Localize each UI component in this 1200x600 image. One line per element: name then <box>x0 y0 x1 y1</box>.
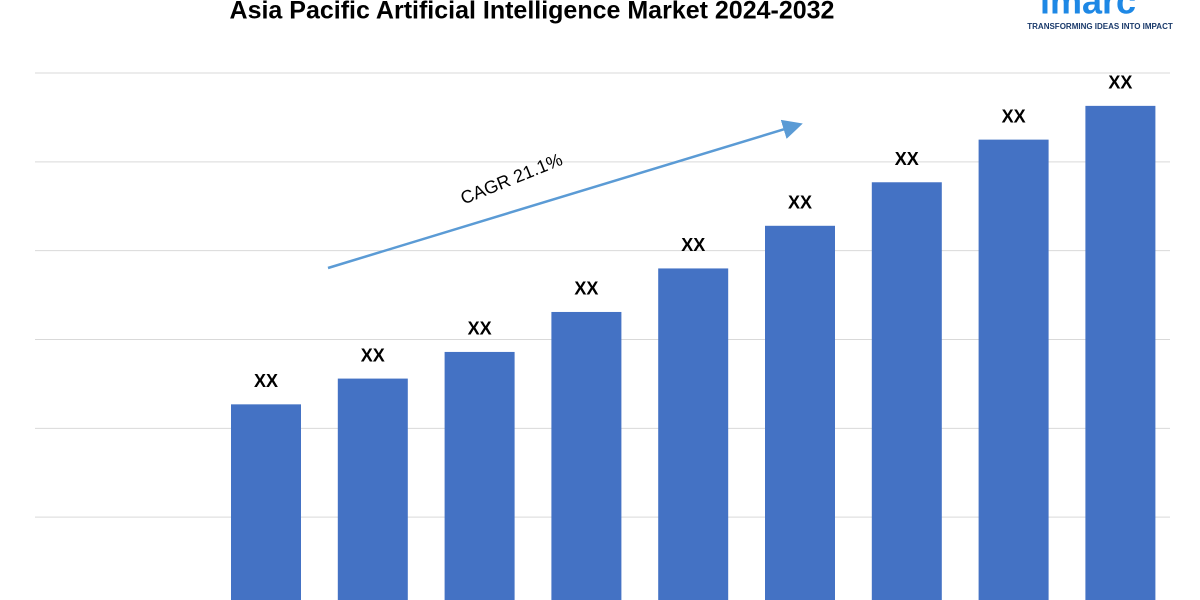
bar <box>658 268 729 600</box>
bar <box>765 225 835 600</box>
bar <box>231 404 301 600</box>
chart-title: Asia Pacific Artificial Intelligence Mar… <box>230 0 835 25</box>
bar <box>871 182 942 600</box>
value-label: XX <box>1108 73 1132 93</box>
value-label: XX <box>788 193 812 213</box>
bar <box>444 351 515 600</box>
cagr-arrow <box>327 119 803 270</box>
value-label: XX <box>574 279 598 299</box>
bar <box>337 378 408 600</box>
value-label: XX <box>361 345 385 365</box>
bar <box>551 311 622 600</box>
bar <box>978 139 1049 600</box>
value-label: XX <box>254 371 278 391</box>
logo-tagline: TRANSFORMING IDEAS INTO IMPACT <box>1027 22 1173 31</box>
value-label: XX <box>468 319 492 339</box>
logo-name: imarc <box>1040 0 1136 22</box>
value-label: XX <box>895 149 919 169</box>
bar <box>1085 105 1156 600</box>
value-label: XX <box>1002 106 1026 126</box>
value-label: XX <box>681 235 705 255</box>
